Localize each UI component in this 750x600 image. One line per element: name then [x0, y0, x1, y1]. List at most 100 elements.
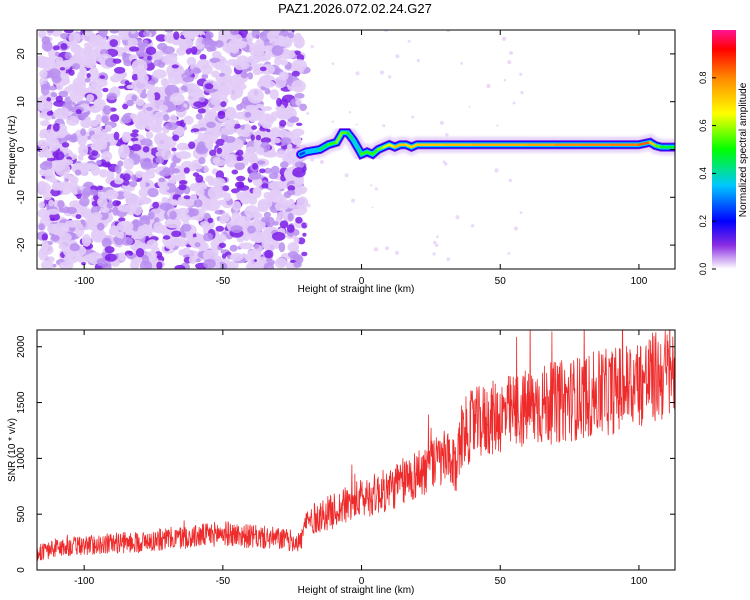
noise-blob: [169, 114, 178, 125]
noise-blob: [231, 169, 239, 175]
noise-blob: [122, 103, 129, 110]
noise-dot: [382, 124, 386, 128]
noise-dot: [486, 83, 491, 89]
noise-blob: [38, 201, 45, 209]
noise-dot: [434, 243, 439, 248]
noise-blob: [258, 113, 275, 127]
noise-blob: [194, 164, 203, 170]
noise-blob: [160, 78, 169, 87]
noise-blob: [183, 115, 194, 125]
noise-blob: [211, 177, 226, 188]
noise-blob: [264, 243, 275, 252]
noise-blob: [231, 211, 241, 223]
noise-blob: [190, 193, 198, 202]
noise-blob: [48, 177, 58, 183]
noise-blob: [180, 214, 191, 223]
noise-blob: [291, 63, 302, 74]
noise-blob: [242, 151, 258, 161]
noise-blob: [286, 224, 295, 233]
noise-blob: [249, 171, 262, 180]
noise-blob: [240, 194, 252, 205]
noise-blob: [207, 217, 214, 224]
snr-x-axis: -100 -50 0 50 100: [74, 330, 648, 587]
noise-blob: [248, 231, 265, 243]
noise-blob: [58, 90, 69, 98]
noise-blob: [179, 180, 188, 185]
noise-blob: [291, 70, 300, 77]
y-tick-label: -20: [16, 237, 27, 252]
noise-dot: [496, 124, 499, 127]
noise-blob: [85, 163, 97, 170]
noise-blob: [279, 119, 287, 127]
noise-blob: [252, 186, 262, 196]
noise-blob: [102, 87, 109, 93]
noise-blob: [112, 200, 121, 207]
noise-blob: [218, 72, 226, 77]
snr-series-line: [37, 330, 675, 561]
noise-blob: [268, 181, 286, 191]
noise-blob: [142, 146, 150, 153]
noise-blob: [123, 226, 133, 234]
noise-blob: [61, 142, 70, 148]
noise-blob: [59, 67, 66, 71]
noise-blob: [64, 51, 72, 60]
noise-blob: [83, 57, 96, 69]
noise-blob: [44, 169, 54, 177]
noise-blob: [291, 128, 305, 137]
x-tick-label: 50: [495, 576, 507, 587]
noise-blob: [198, 96, 205, 103]
noise-blob: [161, 185, 170, 191]
noise-dot: [455, 215, 460, 220]
noise-blob: [214, 255, 222, 263]
noise-blob: [263, 167, 273, 174]
spectrogram-y-axis: -20 -10 0 10 20: [16, 48, 675, 252]
noise-blob: [287, 242, 300, 253]
y-tick-label: -10: [16, 190, 27, 205]
noise-blob: [100, 207, 110, 213]
spectrogram-noise: [37, 30, 524, 269]
noise-blob: [137, 73, 149, 84]
snr-y-label: SNR (10 * v/v): [7, 418, 18, 482]
noise-blob: [191, 128, 200, 133]
noise-blob: [280, 137, 292, 145]
noise-blob: [104, 253, 117, 262]
noise-blob: [96, 222, 105, 231]
noise-blob: [295, 99, 302, 106]
noise-blob: [133, 257, 141, 263]
noise-blob: [47, 30, 54, 34]
noise-blob: [55, 151, 65, 161]
noise-blob: [236, 156, 242, 161]
noise-blob: [229, 244, 238, 252]
noise-blob: [46, 111, 54, 116]
colorbar-ticks: 0.0 0.2 0.4 0.6 0.8: [698, 72, 716, 275]
noise-blob: [230, 225, 243, 234]
noise-blob: [197, 108, 206, 114]
noise-blob: [41, 40, 53, 52]
noise-blob: [137, 110, 152, 118]
noise-blob: [130, 113, 137, 119]
noise-blob: [110, 75, 121, 83]
snr-panel: -100 -50 0 50 100 0 500 1000 1500 2000 Height of…: [7, 329, 676, 596]
noise-blob: [84, 254, 96, 262]
noise-blob: [80, 128, 86, 137]
noise-blob: [190, 46, 198, 55]
noise-blob: [112, 206, 119, 216]
noise-blob: [97, 196, 108, 208]
noise-blob: [130, 137, 139, 142]
colorbar-tick-label: 0.8: [698, 72, 708, 85]
noise-blob: [89, 189, 99, 196]
noise-blob: [176, 151, 192, 160]
noise-blob: [271, 45, 284, 56]
noise-blob: [128, 251, 134, 256]
noise-blob: [89, 120, 99, 127]
noise-blob: [139, 92, 148, 99]
noise-blob: [286, 190, 296, 196]
noise-blob: [206, 121, 216, 128]
noise-blob: [276, 97, 282, 107]
noise-blob: [69, 180, 78, 190]
colorbar-label: Normalized spectral amplitude: [738, 82, 749, 217]
noise-blob: [247, 225, 256, 234]
noise-blob: [123, 158, 135, 170]
noise-blob: [97, 185, 103, 191]
noise-blob: [81, 234, 92, 247]
